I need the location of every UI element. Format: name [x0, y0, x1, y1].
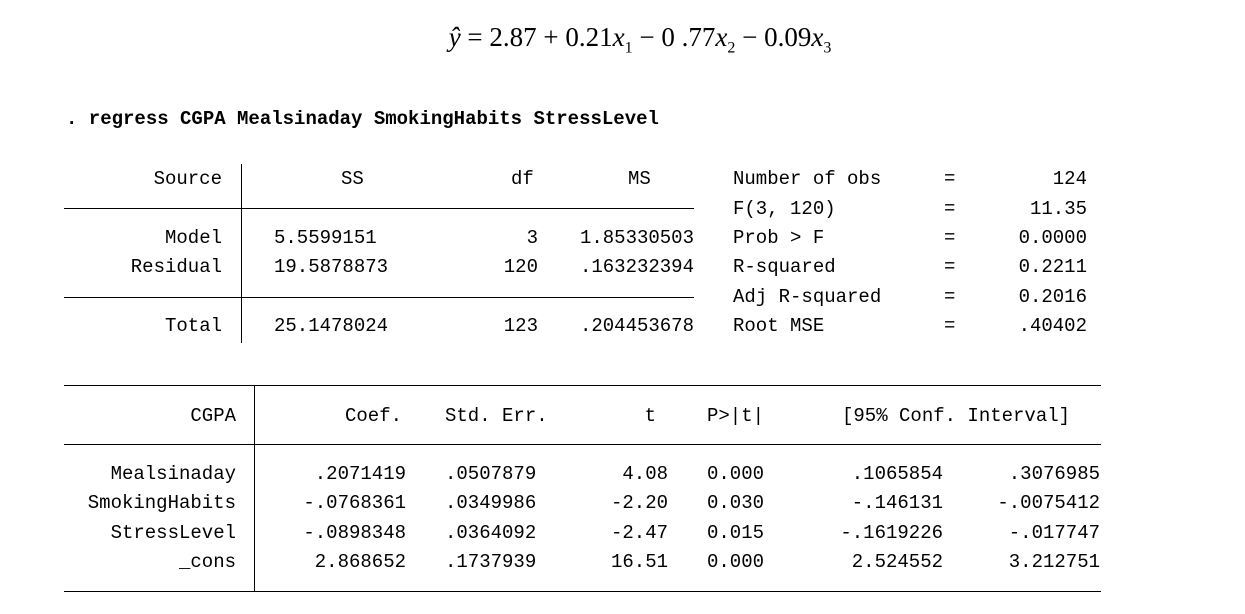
coef-row-p: 0.015 — [707, 522, 765, 544]
term-3-coef: − 0.09 — [742, 22, 812, 52]
coef-header-ci: [95% Conf. Interval] — [842, 405, 1071, 427]
coef-row-p: 0.000 — [707, 551, 765, 573]
coef-row-t: 16.51 — [610, 551, 668, 573]
stat-eq-probf: = — [944, 227, 956, 249]
term-2-var: x — [715, 22, 728, 52]
anova-header-df: df — [511, 168, 534, 190]
coef-row-coef: -.0898348 — [303, 522, 406, 544]
anova-vertical-rule — [241, 164, 242, 343]
coef-header-p: P>|t| — [707, 405, 765, 427]
coef-header-t: t — [644, 405, 656, 427]
term-2-coef: − 0 .77 — [639, 22, 716, 52]
coef-row-p: 0.030 — [707, 492, 765, 514]
coef-row-name: Mealsinaday — [110, 463, 236, 485]
stat-label-nobs: Number of obs — [733, 168, 882, 190]
coef-row-se: .0349986 — [445, 492, 537, 514]
anova-row-total-ss: 25.1478024 — [274, 315, 389, 337]
coef-rule-bottom — [64, 591, 1101, 592]
term-3-var: x — [811, 22, 824, 52]
coef-row-ci-low: .1065854 — [851, 463, 943, 485]
coef-row-coef: 2.868652 — [314, 551, 406, 573]
term-2-sub: 2 — [727, 39, 736, 57]
anova-row-residual-df: 120 — [503, 256, 538, 278]
anova-header-ms: MS — [628, 168, 651, 190]
coef-row-ci-high: -.0075412 — [997, 492, 1100, 514]
anova-rule-top — [64, 208, 694, 209]
coef-row-ci-low: 2.524552 — [851, 551, 943, 573]
anova-row-total-source: Total — [164, 315, 222, 337]
coef-row-t: -2.47 — [610, 522, 668, 544]
anova-header-source: Source — [153, 168, 222, 190]
coef-row-ci-high: 3.212751 — [1008, 551, 1100, 573]
term-1-sub: 1 — [624, 39, 633, 57]
anova-row-total-df: 123 — [503, 315, 538, 337]
coef-row-se: .1737939 — [445, 551, 537, 573]
intercept-term: 2.87 — [489, 22, 537, 52]
coef-rule-header — [64, 444, 1101, 445]
anova-row-model-df: 3 — [526, 227, 538, 249]
anova-row-residual-ms: .163232394 — [579, 256, 694, 278]
anova-header-ss: SS — [341, 168, 364, 190]
stat-label-probf: Prob > F — [733, 227, 825, 249]
stat-eq-rsq: = — [944, 256, 956, 278]
coef-row-p: 0.000 — [707, 463, 765, 485]
yhat-symbol: ŷ — [448, 22, 461, 52]
anova-rule-total — [64, 297, 694, 298]
equals-sign: = — [467, 22, 483, 52]
coef-row-coef: -.0768361 — [303, 492, 406, 514]
coef-row-name: SmokingHabits — [87, 492, 236, 514]
stat-value-adjrsq: 0.2016 — [1018, 286, 1087, 308]
coef-header-depvar: CGPA — [190, 405, 236, 427]
term-1-var: x — [612, 22, 625, 52]
term-3-sub: 3 — [823, 39, 832, 57]
anova-row-model-source: Model — [164, 227, 222, 249]
anova-row-residual-ss: 19.5878873 — [274, 256, 389, 278]
coef-row-name: StressLevel — [110, 522, 236, 544]
stat-eq-nobs: = — [944, 168, 956, 190]
stat-label-rsq: R-squared — [733, 256, 836, 278]
coef-row-se: .0364092 — [445, 522, 537, 544]
stat-value-rsq: 0.2211 — [1018, 256, 1087, 278]
anova-row-model-ms: 1.85330503 — [579, 227, 694, 249]
stat-value-nobs: 124 — [1052, 168, 1087, 190]
coef-rule-top — [64, 385, 1101, 386]
anova-row-residual-source: Residual — [130, 256, 222, 278]
stat-label-rmse: Root MSE — [733, 315, 825, 337]
anova-row-model-ss: 5.5599151 — [274, 227, 377, 249]
coef-row-t: 4.08 — [622, 463, 668, 485]
coef-row-ci-low: -.146131 — [851, 492, 943, 514]
stat-label-f: F(3, 120) — [733, 198, 836, 220]
coef-row-coef: .2071419 — [314, 463, 406, 485]
stat-value-f: 11.35 — [1029, 198, 1087, 220]
coef-row-ci-low: -.1619226 — [840, 522, 943, 544]
regression-equation: ŷ = 2.87 + 0.21x1 − 0 .77x2 − 0.09x3 — [0, 22, 1245, 57]
coef-vertical-rule — [254, 386, 255, 592]
stat-label-adjrsq: Adj R-squared — [733, 286, 882, 308]
stat-value-probf: 0.0000 — [1018, 227, 1087, 249]
stat-eq-rmse: = — [944, 315, 956, 337]
coef-row-se: .0507879 — [445, 463, 537, 485]
coef-header-coef: Coef. — [344, 405, 402, 427]
anova-row-total-ms: .204453678 — [579, 315, 694, 337]
stat-eq-f: = — [944, 198, 956, 220]
coef-header-se: Std. Err. — [445, 405, 548, 427]
term-1-coef: + 0.21 — [543, 22, 613, 52]
regress-command: . regress CGPA Mealsinaday SmokingHabits… — [66, 108, 659, 130]
coef-row-name: _cons — [178, 551, 236, 573]
coef-row-ci-high: -.017747 — [1008, 522, 1100, 544]
stat-eq-adjrsq: = — [944, 286, 956, 308]
stat-value-rmse: .40402 — [1018, 315, 1087, 337]
coef-row-t: -2.20 — [610, 492, 668, 514]
coef-row-ci-high: .3076985 — [1008, 463, 1100, 485]
